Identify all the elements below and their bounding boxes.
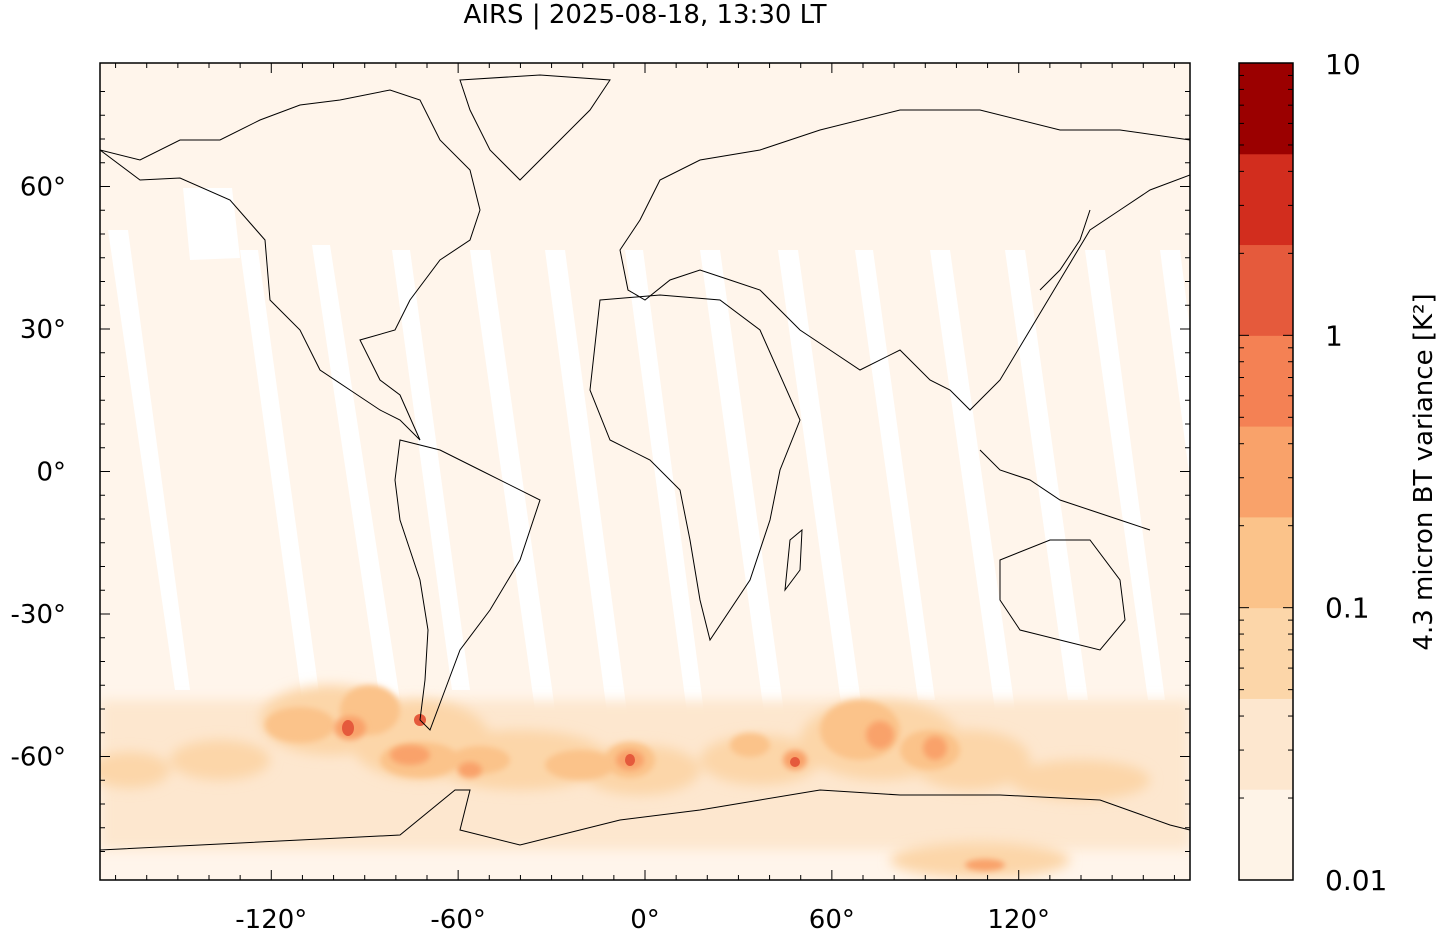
y-tick-label: 30°	[20, 315, 66, 345]
coastline-antarctica	[100, 789, 1190, 851]
coastline-madagascar	[784, 528, 803, 592]
colorbar-tick-label: 0.01	[1325, 864, 1387, 897]
colorbar-label: 4.3 micron BT variance [K²]	[1409, 293, 1439, 650]
x-tick-label: 120°	[987, 905, 1050, 930]
coastline-north-america	[100, 89, 481, 441]
y-tick-label: 0°	[36, 458, 66, 488]
orbit-gap	[183, 188, 240, 260]
map-title: AIRS | 2025-08-18, 13:30 LT	[463, 0, 827, 30]
colorbar-tick-label: 10	[1325, 48, 1361, 81]
variance-field	[100, 685, 1190, 878]
colorbar-band	[1239, 516, 1293, 609]
coastline-greenland	[459, 74, 611, 181]
orbit-gap	[545, 250, 628, 720]
colorbar-frame	[1238, 62, 1294, 881]
orbit-gap	[392, 250, 470, 690]
orbit-gap	[778, 250, 862, 710]
orbit-gap	[1005, 250, 1088, 700]
orbit-gap	[312, 245, 400, 700]
colorbar-tick-label: 1	[1325, 319, 1343, 352]
orbit-gap	[1085, 250, 1165, 700]
y-axis: 60° 30° 0° -30° -60°	[11, 91, 1190, 852]
orbit-gap	[108, 230, 190, 690]
x-tick-label: 60°	[809, 905, 855, 930]
coastlines	[100, 74, 1190, 851]
colorbar-band	[1239, 153, 1293, 246]
coastline-indonesia	[979, 449, 1151, 531]
coastline-eurasia	[619, 109, 1190, 411]
colorbar-band	[1239, 426, 1293, 518]
colorbar-band	[1239, 607, 1293, 699]
colorbar	[1239, 63, 1293, 881]
orbit-gaps	[108, 188, 1190, 720]
colorbar-band	[1239, 789, 1293, 881]
orbit-gap	[930, 250, 1015, 710]
coastline-japan	[1039, 209, 1091, 291]
coastline-australia	[999, 539, 1126, 651]
x-tick-label: -60°	[430, 905, 485, 930]
orbit-gap	[625, 250, 705, 720]
colorbar-band	[1239, 63, 1293, 155]
coastline-africa	[589, 294, 801, 642]
y-tick-label: -30°	[11, 600, 66, 630]
orbit-gap	[700, 250, 785, 720]
x-axis: -120° -60° 0° 60° 120°	[115, 63, 1175, 930]
orbit-gap	[470, 250, 555, 710]
x-tick-label: -120°	[235, 905, 307, 930]
y-tick-label: 60°	[20, 173, 66, 203]
colorbar-tick-label: 0.1	[1325, 592, 1370, 625]
coastline-south-america	[394, 439, 541, 731]
colorbar-ticks: 10 1 0.1 0.01	[1239, 48, 1387, 897]
orbit-gap	[1160, 250, 1190, 480]
orbit-gap	[240, 250, 320, 700]
x-tick-label: 0°	[630, 905, 660, 930]
colorbar-band	[1239, 244, 1293, 336]
colorbar-band	[1239, 335, 1293, 427]
y-tick-label: -60°	[11, 743, 66, 773]
colorbar-band	[1239, 698, 1293, 790]
